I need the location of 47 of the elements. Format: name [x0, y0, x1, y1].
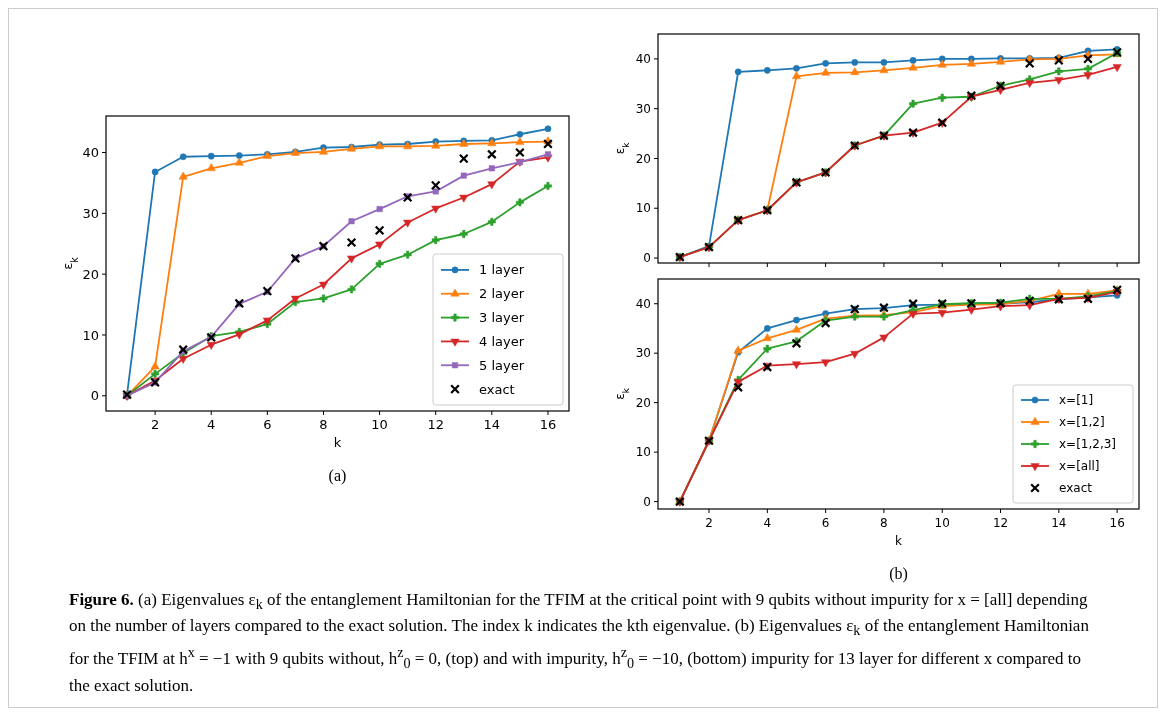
x-tick-label: 2 [705, 516, 713, 530]
x-axis-title: k [895, 534, 903, 548]
x-tick-label: 10 [934, 516, 950, 530]
y-tick-label: 20 [82, 266, 99, 282]
legend-label: 4 layer [479, 333, 525, 349]
legend-label: x=[1,2,3] [1059, 437, 1117, 452]
y-tick-label: 10 [635, 201, 651, 216]
y-tick-label: 10 [635, 445, 651, 460]
y-tick-label: 10 [82, 327, 99, 343]
y-tick-label: 20 [635, 151, 651, 166]
legend-label: 5 layer [479, 357, 525, 373]
x-tick-label: 4 [207, 417, 216, 432]
x-tick-label: 10 [371, 417, 388, 432]
legend-label: x=[1] [1059, 393, 1094, 408]
legend-label: exact [479, 381, 515, 397]
y-tick-label: 0 [643, 251, 651, 266]
legend-label: exact [1059, 481, 1093, 496]
text: Figure 6. (a) Eigenvalues ε$_{k}$ of the entanglement Hamiltonian for the TFIM at the critical point with 9 qubits without impurity for x = [all] depending on the number of layers compared to the exact solution. The index k indicates the kth eigenvalue. (b) Eigenvalues ε$_{k}$ of the entanglement Hamiltonian for the TFIM at h$^{x}$ = −1 with 9 qubits without, h$^{z}$$_{0}$ = 0, (top) and with impurity, h$^{z}$$_{0}$ = −10, (bottom) impurity for 13 layer for different x compared to the exact solution. [69, 590, 1089, 695]
y-tick-label: 0 [643, 494, 651, 509]
x-tick-label: 12 [427, 417, 444, 432]
y-tick-label: 20 [635, 395, 651, 410]
legend-label: 2 layer [479, 286, 525, 302]
x-tick-label: 6 [263, 417, 272, 432]
x-tick-label: 4 [763, 516, 772, 530]
legend-label: x=[1,2] [1059, 415, 1105, 430]
text: (b) [889, 565, 908, 583]
y-tick-label: 40 [635, 52, 651, 67]
y-tick-label: 40 [635, 296, 651, 311]
legend-label: 3 layer [479, 310, 525, 326]
text: (a) [328, 467, 347, 485]
y-tick-label: 40 [82, 145, 99, 161]
legend-label: 1 layer [479, 262, 525, 278]
y-tick-label: 0 [90, 388, 99, 404]
y-tick-label: 30 [82, 205, 99, 221]
x-tick-label: 6 [821, 516, 830, 530]
x-tick-label: 16 [539, 417, 557, 432]
x-tick-label: 16 [1109, 516, 1125, 530]
legend-label: x=[all] [1059, 459, 1100, 474]
y-tick-label: 30 [635, 101, 651, 116]
x-tick-label: 8 [880, 516, 888, 530]
x-tick-label: 12 [992, 516, 1009, 530]
x-tick-label: 14 [483, 417, 501, 432]
x-tick-label: 2 [150, 417, 160, 432]
x-tick-label: 8 [319, 417, 328, 432]
y-tick-label: 30 [635, 346, 651, 361]
x-axis-title: k [333, 435, 342, 450]
x-tick-label: 14 [1051, 516, 1067, 530]
